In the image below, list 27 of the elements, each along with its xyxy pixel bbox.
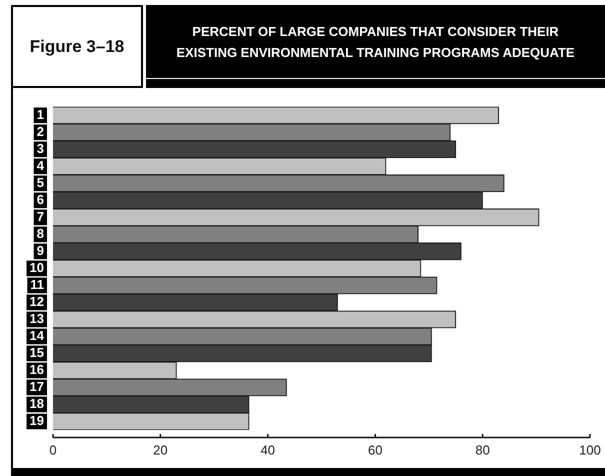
y-tick-label: 4 [36, 158, 45, 173]
y-tick-label: 16 [30, 362, 44, 378]
y-tick-label: 10 [30, 260, 44, 275]
y-tick-label: 12 [30, 294, 44, 309]
y-tick-label: 14 [30, 328, 45, 344]
y-tick-label: 2 [36, 124, 44, 139]
y-tick-label: 19 [30, 413, 44, 428]
y-tick-label: 18 [30, 396, 44, 412]
x-tick-label: 20 [153, 442, 168, 458]
x-tick-label: 0 [49, 442, 57, 458]
chart-title: PERCENT OF LARGE COMPANIES THAT CONSIDER THEIR EXISTING ENVIRONMENTAL TRAINING PROGRAMS ADEQUATE [175, 22, 576, 62]
x-tick-label: 100 [579, 442, 601, 458]
x-tick-label: 40 [260, 442, 276, 458]
y-tick-label: 3 [36, 140, 44, 156]
x-tick-label: 80 [475, 442, 490, 458]
y-tick-label: 7 [36, 208, 44, 224]
y-tick-label: 9 [36, 242, 44, 258]
caption: Figure 3–18 [30, 36, 124, 56]
x-tick-label: 60 [368, 442, 382, 458]
y-tick-label: 15 [30, 345, 44, 360]
y-tick-label: 6 [36, 192, 44, 207]
y-tick-label: 1 [36, 106, 44, 122]
y-tick-label: 5 [36, 174, 44, 190]
y-tick-label: 11 [30, 276, 44, 292]
y-tick-label: 17 [30, 379, 44, 394]
y-tick-label: 8 [36, 226, 44, 241]
y-tick-label: 13 [30, 311, 44, 326]
